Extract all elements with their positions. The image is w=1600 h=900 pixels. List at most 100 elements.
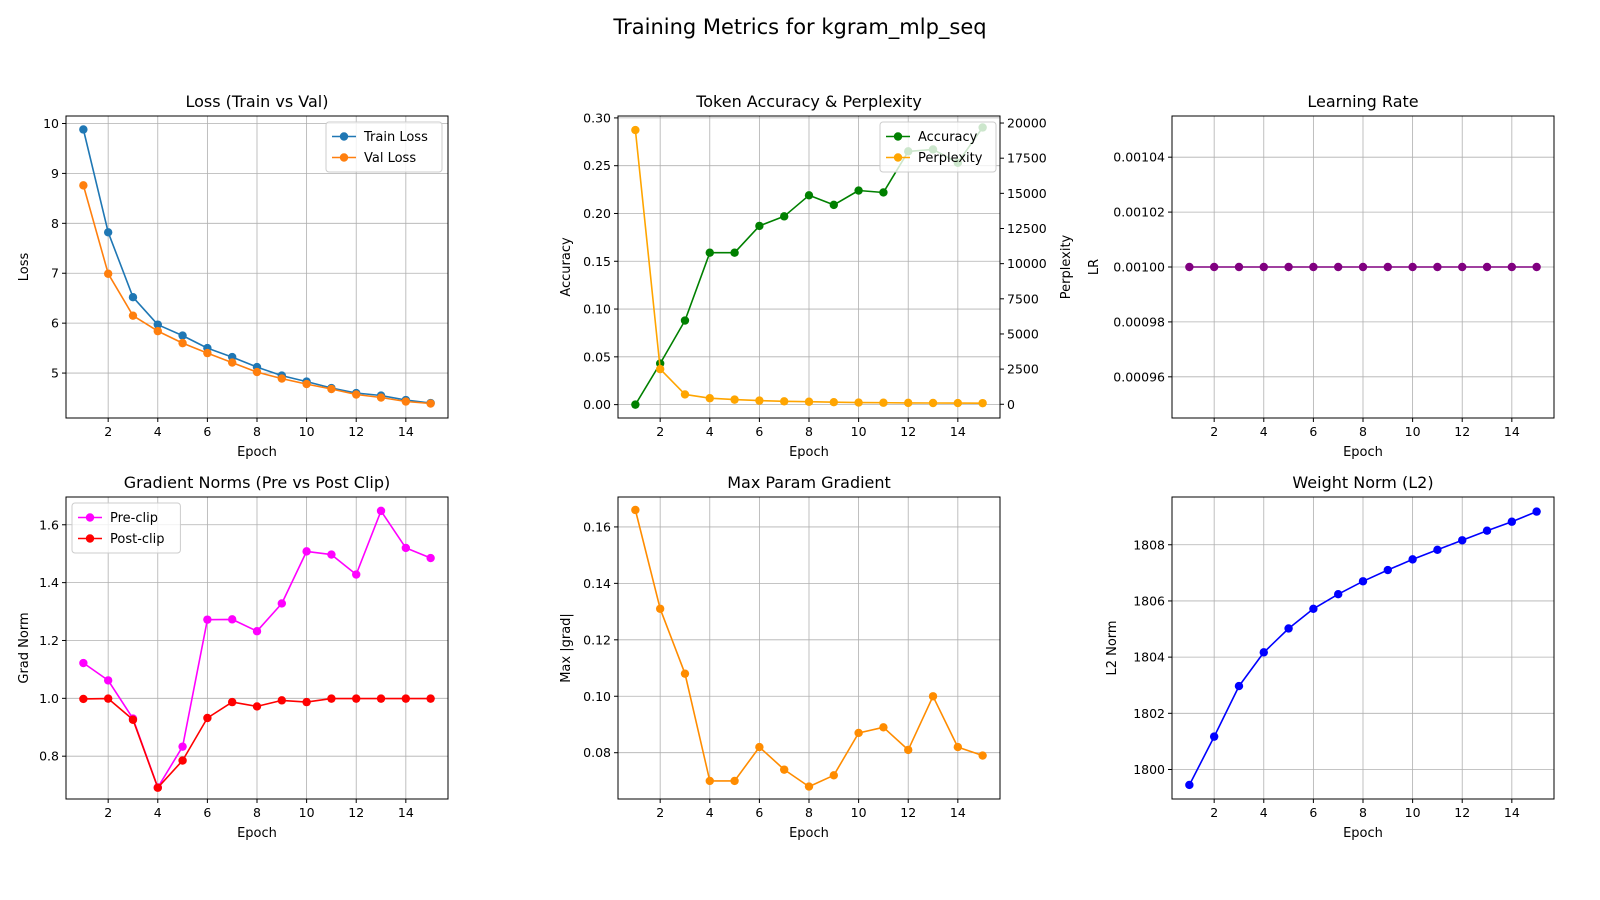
series-point — [680, 669, 690, 678]
pre-clip-point — [252, 627, 262, 636]
x-tick-label: 6 — [755, 805, 763, 820]
y-tick-label: 1.2 — [39, 633, 59, 648]
post-clip-point — [203, 713, 212, 723]
chart-title: Max Param Gradient — [727, 473, 891, 492]
val-loss-point — [352, 390, 361, 399]
perplexity-point — [904, 398, 913, 408]
y-tick-label: 0.05 — [583, 349, 611, 364]
x-axis-label: Epoch — [237, 826, 277, 841]
series-point — [1482, 262, 1492, 272]
chart-title: Loss (Train vs Val) — [186, 92, 329, 111]
x-tick-label: 2 — [104, 805, 112, 820]
y-tick-label: 0.20 — [583, 206, 611, 221]
series-point — [904, 745, 913, 755]
pre-clip-point — [79, 658, 88, 668]
post-clip-point — [79, 694, 88, 704]
x-tick-label: 12 — [348, 805, 364, 820]
y-axis-label: Loss — [17, 253, 32, 282]
accuracy-point — [879, 188, 888, 197]
y-tick-label: 1808 — [1133, 537, 1165, 552]
y-axis-label: LR — [1087, 259, 1102, 275]
series-point — [631, 505, 640, 515]
chart-panel-5: Max Param Gradient 2 4 6 8 10 12 14 0.08 0.10 0.12… — [559, 473, 1001, 841]
series-point — [1309, 262, 1318, 272]
post-clip-point — [128, 715, 138, 724]
val-loss-point — [227, 358, 237, 367]
y-tick-label: 1806 — [1133, 593, 1165, 608]
y-right-tick-label: 2500 — [1007, 362, 1039, 377]
series-point — [1185, 262, 1194, 272]
series-point — [1433, 545, 1442, 555]
legend-swatch-marker — [893, 153, 903, 162]
x-tick-label: 10 — [1405, 805, 1421, 820]
y-tick-label: 7 — [51, 266, 59, 281]
accuracy-point — [631, 400, 640, 409]
perplexity-point — [779, 397, 789, 406]
pre-clip-point — [426, 553, 435, 563]
pre-clip-point — [302, 547, 311, 556]
perplexity-point — [680, 390, 690, 399]
series-point — [705, 776, 714, 786]
series-point — [854, 728, 863, 738]
series-point — [655, 604, 665, 613]
series-point — [1383, 262, 1393, 272]
x-tick-label: 8 — [1359, 424, 1367, 439]
accuracy-point — [755, 221, 764, 231]
legend-swatch-marker — [339, 132, 349, 141]
series-point — [1433, 262, 1442, 272]
post-clip-point — [103, 694, 113, 703]
y-right-tick-label: 10000 — [1007, 256, 1047, 271]
pre-clip-point — [376, 506, 386, 516]
x-tick-label: 2 — [1210, 424, 1218, 439]
chart-panel-3: Learning Rate 2 4 6 8 10 12 14 0.00096 0.00098 0.0… — [1087, 92, 1555, 460]
x-tick-label: 14 — [950, 424, 966, 439]
val-loss-point — [426, 399, 435, 408]
accuracy-point — [854, 186, 863, 195]
pre-clip-point — [401, 543, 411, 553]
post-clip-point — [327, 694, 336, 703]
y-axis-label: L2 Norm — [1105, 620, 1120, 675]
post-clip-point — [153, 783, 162, 792]
series-point — [1234, 262, 1244, 272]
series-point — [1408, 262, 1417, 272]
x-tick-label: 4 — [154, 424, 162, 439]
y-tick-label: 0.00104 — [1113, 150, 1165, 165]
y-tick-label: 0.12 — [583, 632, 611, 647]
legend-label: Perplexity — [918, 151, 983, 166]
accuracy-point — [829, 200, 839, 210]
val-loss-point — [203, 348, 212, 358]
plot-frame — [1171, 115, 1555, 419]
plot-frame — [1171, 496, 1555, 800]
val-loss-point — [401, 397, 411, 406]
x-tick-label: 14 — [950, 805, 966, 820]
series-point — [804, 782, 814, 791]
x-tick-label: 12 — [900, 805, 916, 820]
series-point — [1333, 590, 1343, 599]
legend: Train Loss Val Loss — [325, 121, 443, 173]
y-right-tick-label: 5000 — [1007, 326, 1039, 341]
legend: Pre-clip Post-clip — [71, 502, 181, 554]
pre-clip-point — [178, 742, 187, 751]
y-tick-label: 1.0 — [39, 691, 59, 706]
legend-label: Post-clip — [110, 532, 165, 547]
val-loss-point — [327, 384, 336, 394]
series-point — [879, 723, 888, 732]
series-point — [1333, 262, 1343, 272]
accuracy-point — [705, 248, 714, 257]
pre-clip-point — [352, 570, 361, 579]
chart-title: Gradient Norms (Pre vs Post Clip) — [124, 473, 390, 492]
train-loss-point — [178, 331, 187, 340]
train-loss-point — [103, 228, 113, 237]
y-tick-label: 0.10 — [583, 302, 611, 317]
legend-box — [325, 121, 443, 173]
series-point — [978, 751, 987, 760]
y-tick-label: 0.10 — [583, 689, 611, 704]
legend: Accuracy Perplexity — [879, 121, 997, 173]
x-tick-label: 8 — [253, 805, 261, 820]
x-tick-label: 2 — [1210, 805, 1218, 820]
series-point — [1507, 517, 1517, 526]
x-tick-label: 6 — [755, 424, 763, 439]
plot-frame — [617, 115, 1001, 419]
y-tick-label: 0.00 — [583, 397, 611, 412]
x-tick-label: 8 — [1359, 805, 1367, 820]
